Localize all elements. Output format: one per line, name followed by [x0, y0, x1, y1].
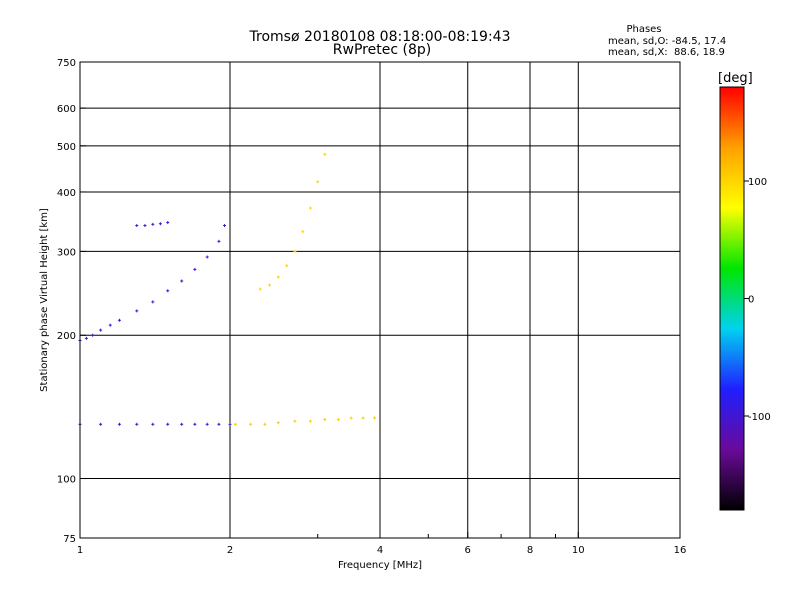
data-point	[158, 222, 162, 226]
data-point	[135, 224, 139, 228]
data-point	[217, 239, 221, 243]
data-point	[135, 422, 139, 426]
data-point	[249, 422, 253, 426]
data-point	[205, 422, 209, 426]
colorbar	[719, 86, 745, 511]
y-axis: 75 100 200 300 400 500 600 750	[57, 58, 86, 545]
data-point	[205, 255, 209, 259]
x-tick-label: 16	[674, 545, 687, 556]
y-tick-label: 200	[57, 331, 76, 342]
x-tick-label: 2	[227, 545, 233, 556]
data-point	[135, 309, 139, 313]
data-point	[117, 422, 121, 426]
data-point	[373, 416, 377, 420]
y-tick-label: 750	[57, 58, 76, 69]
y-axis-label: Stationary phase Virtual Height [km]	[39, 208, 50, 392]
data-point	[263, 422, 267, 426]
data-point	[84, 336, 88, 340]
colorbar-tick-label: -100	[748, 412, 771, 423]
y-tick-label: 500	[57, 142, 76, 153]
data-point	[293, 419, 297, 423]
phase-legend-x-mode: mean, sd,X: 88.6, 18.9	[608, 47, 725, 58]
colorbar-ticks: -100 0 100	[744, 177, 771, 423]
data-point	[99, 422, 103, 426]
data-point	[308, 206, 312, 210]
data-point	[276, 421, 280, 425]
data-point	[285, 264, 289, 268]
x-axis: 1 2 4 6 8 10 16	[77, 532, 687, 556]
data-point	[228, 422, 232, 426]
data-point	[193, 267, 197, 271]
data-point	[233, 422, 237, 426]
y-tick-label: 100	[57, 475, 76, 486]
x-tick-label: 10	[572, 545, 585, 556]
data-point	[166, 221, 170, 225]
x-tick-label: 4	[377, 545, 383, 556]
chart-title: Tromsø 20180108 08:18:00-08:19:43	[249, 29, 511, 45]
data-point	[316, 180, 320, 184]
data-point	[180, 279, 184, 283]
colorbar-tick-label: 0	[748, 295, 754, 306]
data-point	[323, 152, 327, 156]
grid	[80, 62, 680, 538]
data-point	[258, 287, 262, 291]
data-point	[151, 300, 155, 304]
data-point	[323, 418, 327, 422]
data-point	[217, 422, 221, 426]
x-tick-label: 8	[527, 545, 533, 556]
data-point	[301, 230, 305, 234]
x-tick-label: 1	[77, 545, 83, 556]
data-point	[293, 249, 297, 253]
data-point	[151, 422, 155, 426]
x-tick-label: 6	[465, 545, 471, 556]
colorbar-tick-label: 100	[748, 177, 767, 188]
x-axis-label: Frequency [MHz]	[338, 560, 422, 571]
data-point	[151, 222, 155, 226]
data-point	[223, 224, 227, 228]
data-point	[108, 323, 112, 327]
data-point	[193, 422, 197, 426]
data-point	[308, 419, 312, 423]
y-tick-label: 400	[57, 188, 76, 199]
data-point	[336, 418, 340, 422]
data-point	[166, 422, 170, 426]
data-point	[143, 224, 147, 228]
data-point	[276, 275, 280, 279]
y-tick-label: 75	[63, 534, 76, 545]
data-points	[78, 152, 377, 426]
data-point	[166, 289, 170, 293]
data-point	[361, 416, 365, 420]
y-tick-label: 600	[57, 104, 76, 115]
phase-legend-o-mode: mean, sd,O: -84.5, 17.4	[608, 36, 726, 47]
phase-legend-title: Phases	[626, 24, 661, 35]
data-point	[349, 416, 353, 420]
data-point	[91, 333, 95, 337]
data-point	[99, 328, 103, 332]
chart-subtitle: RwPretec (8p)	[333, 42, 431, 58]
colorbar-label: [deg]	[718, 71, 753, 86]
y-tick-label: 300	[57, 247, 76, 258]
data-point	[267, 283, 271, 287]
data-point	[117, 318, 121, 322]
data-point	[180, 422, 184, 426]
